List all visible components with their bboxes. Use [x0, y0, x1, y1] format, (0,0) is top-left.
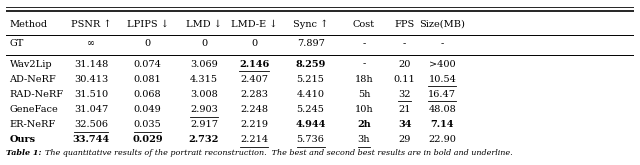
Text: 0.11: 0.11: [394, 75, 415, 84]
Text: 0: 0: [145, 39, 150, 48]
Text: 7.14: 7.14: [431, 120, 454, 129]
Text: 5.736: 5.736: [297, 135, 324, 144]
Text: 0.035: 0.035: [134, 120, 161, 129]
Text: ER-NeRF: ER-NeRF: [10, 120, 56, 129]
Text: 10.54: 10.54: [428, 75, 456, 84]
Text: ∞: ∞: [87, 39, 95, 48]
Text: Ours: Ours: [10, 135, 36, 144]
Text: LPIPS ↓: LPIPS ↓: [127, 20, 168, 29]
Text: 0.074: 0.074: [134, 60, 161, 69]
Text: -: -: [403, 39, 406, 48]
Text: LMD-E ↓: LMD-E ↓: [231, 20, 277, 29]
Text: 18h: 18h: [355, 75, 373, 84]
Text: -: -: [362, 60, 365, 69]
Text: 32: 32: [399, 90, 411, 99]
Text: 2.283: 2.283: [240, 90, 268, 99]
Text: 2.903: 2.903: [190, 105, 218, 114]
Text: 5h: 5h: [358, 90, 370, 99]
Text: Method: Method: [10, 20, 47, 29]
Text: GT: GT: [10, 39, 24, 48]
Text: 31.148: 31.148: [74, 60, 108, 69]
Text: 4.315: 4.315: [190, 75, 218, 84]
Text: 7.897: 7.897: [297, 39, 324, 48]
Text: -: -: [362, 39, 365, 48]
Text: 0.029: 0.029: [132, 135, 163, 144]
Text: 4.410: 4.410: [296, 90, 324, 99]
Text: 0.081: 0.081: [134, 75, 161, 84]
Text: 0: 0: [251, 39, 257, 48]
Text: 0.068: 0.068: [134, 90, 161, 99]
Text: PSNR ↑: PSNR ↑: [71, 20, 111, 29]
Text: 31.510: 31.510: [74, 90, 108, 99]
Text: 8.259: 8.259: [296, 60, 326, 69]
Text: The quantitative results of the portrait reconstruction.  The best and second be: The quantitative results of the portrait…: [45, 149, 513, 157]
Text: 30.413: 30.413: [74, 75, 108, 84]
Text: 31.047: 31.047: [74, 105, 108, 114]
Text: RAD-NeRF: RAD-NeRF: [10, 90, 63, 99]
Text: 5.245: 5.245: [297, 105, 324, 114]
Text: 2.732: 2.732: [189, 135, 219, 144]
Text: Table 1:: Table 1:: [6, 149, 45, 157]
Text: FPS: FPS: [394, 20, 415, 29]
Text: 21: 21: [399, 105, 411, 114]
Text: 29: 29: [399, 135, 411, 144]
Text: 2.146: 2.146: [239, 60, 269, 69]
Text: Wav2Lip: Wav2Lip: [10, 60, 52, 69]
Text: -: -: [441, 39, 444, 48]
Text: 22.90: 22.90: [428, 135, 456, 144]
Text: 2.219: 2.219: [240, 120, 268, 129]
Text: 2.214: 2.214: [240, 135, 268, 144]
Text: Size(MB): Size(MB): [419, 20, 465, 29]
Text: Sync ↑: Sync ↑: [293, 20, 328, 29]
Text: 2h: 2h: [357, 120, 371, 129]
Text: 16.47: 16.47: [428, 90, 456, 99]
Text: 3h: 3h: [358, 135, 370, 144]
Text: 32.506: 32.506: [74, 120, 108, 129]
Text: 2.407: 2.407: [240, 75, 268, 84]
Text: 10h: 10h: [355, 105, 373, 114]
Text: GeneFace: GeneFace: [10, 105, 58, 114]
Text: 34: 34: [398, 120, 412, 129]
Text: Cost: Cost: [353, 20, 375, 29]
Text: 0: 0: [201, 39, 207, 48]
Text: 33.744: 33.744: [72, 135, 109, 144]
Text: 3.008: 3.008: [190, 90, 218, 99]
Text: 48.08: 48.08: [428, 105, 456, 114]
Text: 2.248: 2.248: [240, 105, 268, 114]
Text: 2.917: 2.917: [190, 120, 218, 129]
Text: 20: 20: [399, 60, 411, 69]
Text: >400: >400: [429, 60, 456, 69]
Text: LMD ↓: LMD ↓: [186, 20, 222, 29]
Text: 4.944: 4.944: [296, 120, 326, 129]
Text: 3.069: 3.069: [190, 60, 218, 69]
Text: 5.215: 5.215: [297, 75, 324, 84]
Text: AD-NeRF: AD-NeRF: [10, 75, 56, 84]
Text: 0.049: 0.049: [134, 105, 161, 114]
